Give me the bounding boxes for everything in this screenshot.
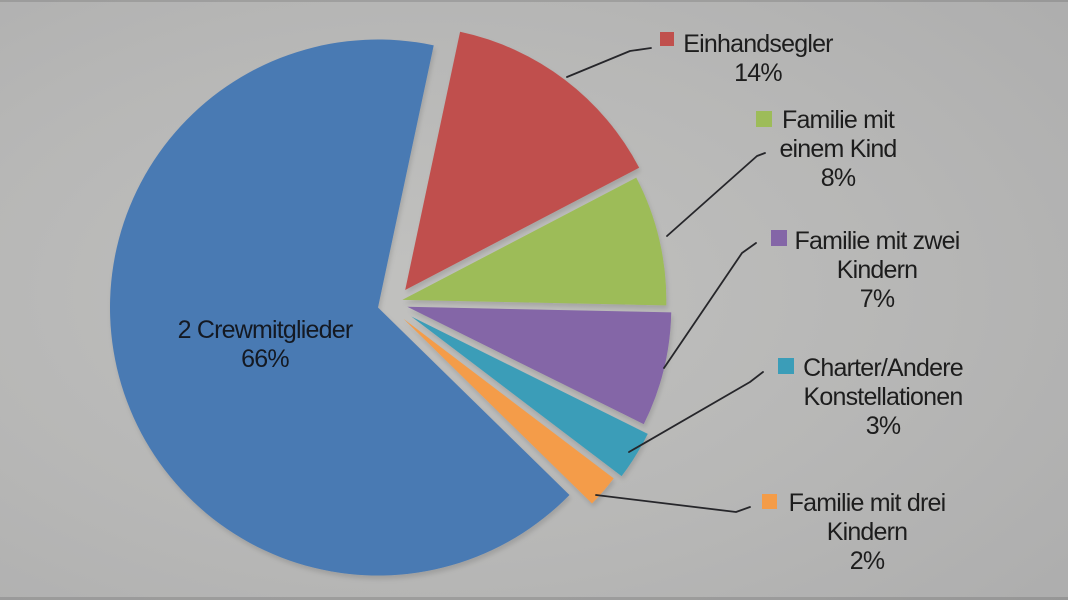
- callout-label-familie-mit-drei-kindern-line-0: Familie mit drei: [789, 489, 946, 517]
- pie-slice-familie-mit-einem-kind: [402, 177, 667, 306]
- slice-label-2-crewmitglieder-line-0: 2 Crewmitglieder: [178, 316, 353, 344]
- pie-slice-2-crewmitglieder: [109, 39, 570, 576]
- callout-label-familie-mit-einem-kind-line-1: einem Kind: [779, 135, 896, 163]
- leader-line-familie-mit-einem-kind: [666, 152, 766, 237]
- legend-swatch-familie-mit-zwei-kindern: [771, 230, 787, 246]
- callout-label-charter-andere-konstellationen-line-0: Charter/Andere: [803, 354, 963, 382]
- bottom-edge-shade: [0, 597, 1068, 600]
- callout-label-einhandsegler-line-0: Einhandsegler: [683, 30, 833, 58]
- pie-slices: [109, 31, 672, 576]
- leader-line-familie-mit-drei-kindern: [595, 494, 751, 513]
- leader-lines: [566, 47, 766, 513]
- pie-slice-familie-mit-drei-kindern: [403, 318, 614, 504]
- top-edge-shade: [0, 0, 1068, 2]
- chart-labels: 2 Crewmitglieder66%Einhandsegler14%Famil…: [178, 30, 964, 575]
- slice-label-2-crewmitglieder-line-1: 66%: [241, 345, 289, 373]
- legend-swatch-charter-andere-konstellationen: [778, 358, 794, 374]
- callout-label-familie-mit-zwei-kindern-line-0: Familie mit zwei: [795, 227, 960, 255]
- pie-slice-einhandsegler: [405, 31, 640, 291]
- leader-line-einhandsegler: [566, 47, 652, 78]
- callout-label-familie-mit-einem-kind-line-0: Familie mit: [782, 106, 895, 134]
- legend-swatch-einhandsegler: [660, 32, 674, 46]
- callout-label-charter-andere-konstellationen-line-2: 3%: [866, 412, 901, 440]
- callout-label-einhandsegler-line-1: 14%: [734, 59, 782, 87]
- callout-label-familie-mit-zwei-kindern-line-1: Kindern: [837, 256, 918, 284]
- callout-label-familie-mit-drei-kindern-line-1: Kindern: [827, 518, 908, 546]
- callout-label-familie-mit-zwei-kindern-line-2: 7%: [860, 285, 895, 313]
- legend-swatch-familie-mit-drei-kindern: [762, 494, 777, 509]
- callout-label-familie-mit-einem-kind-line-2: 8%: [821, 164, 856, 192]
- callout-label-familie-mit-drei-kindern-line-2: 2%: [850, 547, 885, 575]
- leader-line-charter-andere-konstellationen: [628, 371, 764, 453]
- pie-slice-familie-mit-zwei-kindern: [407, 306, 672, 425]
- callout-label-charter-andere-konstellationen-line-1: Konstellationen: [804, 383, 963, 411]
- legend-swatch-familie-mit-einem-kind: [756, 111, 772, 127]
- leader-line-familie-mit-zwei-kindern: [663, 242, 757, 369]
- legend-swatches: [660, 32, 794, 509]
- pie-slice-charter-andere-konstellationen: [411, 316, 648, 477]
